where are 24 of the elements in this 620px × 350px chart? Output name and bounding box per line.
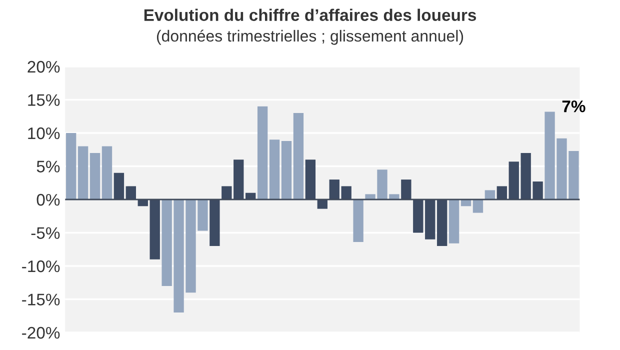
y-tick-label: 0%	[36, 194, 60, 206]
y-tick-label: 10%	[28, 127, 60, 140]
bar	[293, 113, 304, 200]
bar	[66, 133, 76, 200]
bar	[102, 146, 112, 200]
y-tick-label: 20%	[28, 60, 60, 73]
bar	[448, 200, 460, 244]
y-tick-label: -10%	[22, 260, 60, 272]
y-tick-label: -15%	[22, 294, 60, 306]
annotation: 7%	[562, 100, 586, 112]
y-tick-label: 5%	[36, 160, 60, 172]
y-tick-label: 15%	[28, 94, 60, 106]
chart-title: Evolution du chiffre d’affaires des loueurs	[144, 8, 476, 21]
bar	[472, 200, 484, 213]
bar	[269, 140, 280, 200]
bar	[281, 140, 292, 200]
bar	[353, 200, 364, 242]
y-tick-label: -20%	[22, 326, 60, 339]
chart-subtitle: (données trimestrielles ; glissement annuel)	[156, 30, 464, 45]
bar	[78, 146, 88, 200]
bar	[257, 106, 268, 200]
bar	[90, 152, 100, 200]
bar	[484, 190, 496, 200]
y-tick-label: -5%	[31, 227, 60, 239]
